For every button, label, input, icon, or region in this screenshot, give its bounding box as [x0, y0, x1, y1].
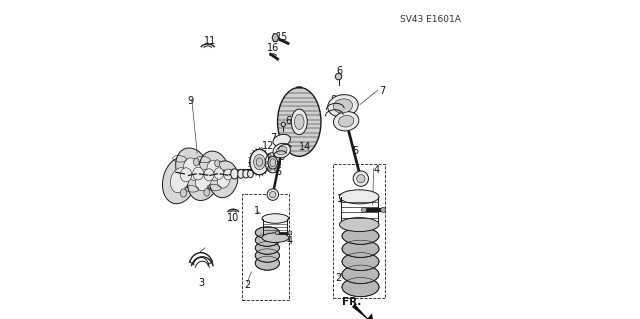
Ellipse shape — [262, 233, 289, 242]
Ellipse shape — [268, 156, 278, 169]
Ellipse shape — [333, 99, 353, 113]
Circle shape — [288, 231, 292, 235]
Ellipse shape — [339, 190, 379, 204]
Ellipse shape — [255, 234, 280, 246]
Ellipse shape — [209, 161, 238, 198]
Ellipse shape — [248, 170, 253, 178]
Text: 1: 1 — [254, 206, 260, 216]
Ellipse shape — [193, 158, 199, 166]
Ellipse shape — [276, 146, 287, 155]
Ellipse shape — [342, 228, 379, 244]
Circle shape — [269, 191, 276, 198]
Text: 14: 14 — [300, 142, 312, 152]
Ellipse shape — [255, 227, 280, 238]
Text: 6: 6 — [337, 66, 342, 76]
Ellipse shape — [262, 214, 289, 223]
Text: 7: 7 — [379, 86, 385, 96]
Ellipse shape — [188, 160, 220, 201]
Ellipse shape — [328, 95, 358, 117]
Text: 2: 2 — [335, 273, 342, 283]
Text: 11: 11 — [204, 36, 216, 46]
Text: 8: 8 — [278, 145, 284, 156]
Ellipse shape — [291, 109, 307, 135]
Ellipse shape — [204, 169, 214, 181]
Text: 6: 6 — [285, 115, 291, 126]
Circle shape — [281, 122, 285, 127]
Ellipse shape — [199, 151, 229, 190]
Ellipse shape — [342, 240, 379, 257]
Text: SV43 E1601A: SV43 E1601A — [400, 15, 461, 24]
Circle shape — [356, 174, 365, 183]
Ellipse shape — [342, 265, 379, 284]
Polygon shape — [353, 304, 372, 319]
Ellipse shape — [196, 170, 212, 191]
Ellipse shape — [255, 241, 280, 254]
Text: 10: 10 — [227, 212, 239, 223]
Ellipse shape — [342, 278, 379, 297]
Ellipse shape — [184, 158, 201, 180]
Circle shape — [266, 161, 268, 164]
Text: 8: 8 — [278, 152, 284, 162]
Ellipse shape — [273, 134, 291, 146]
Text: 15: 15 — [276, 32, 289, 42]
Ellipse shape — [180, 168, 192, 182]
Text: 4: 4 — [286, 236, 292, 246]
Ellipse shape — [278, 87, 321, 156]
Ellipse shape — [339, 115, 354, 127]
Ellipse shape — [175, 148, 209, 190]
Text: 8: 8 — [330, 94, 337, 105]
Ellipse shape — [333, 112, 359, 131]
Ellipse shape — [255, 249, 280, 262]
Ellipse shape — [253, 154, 265, 170]
Text: 8: 8 — [330, 102, 337, 112]
Text: 5: 5 — [275, 167, 282, 177]
Ellipse shape — [170, 168, 189, 193]
Ellipse shape — [339, 218, 379, 232]
Ellipse shape — [250, 149, 269, 175]
Text: 12: 12 — [262, 141, 275, 151]
Text: 3: 3 — [199, 278, 205, 288]
Text: 5: 5 — [353, 145, 359, 156]
Ellipse shape — [243, 170, 249, 178]
Text: 16: 16 — [267, 43, 279, 54]
Ellipse shape — [294, 114, 304, 130]
Ellipse shape — [217, 170, 230, 188]
Ellipse shape — [214, 168, 223, 179]
Ellipse shape — [207, 160, 221, 181]
Circle shape — [269, 169, 271, 171]
Circle shape — [362, 207, 367, 212]
Ellipse shape — [180, 189, 187, 197]
Circle shape — [275, 154, 277, 157]
Ellipse shape — [273, 143, 291, 158]
Ellipse shape — [223, 169, 232, 180]
Circle shape — [335, 73, 342, 80]
Text: 4: 4 — [374, 165, 380, 175]
Circle shape — [381, 207, 386, 212]
Ellipse shape — [342, 253, 379, 271]
Text: 1: 1 — [337, 194, 343, 204]
Ellipse shape — [265, 152, 280, 173]
Ellipse shape — [204, 189, 210, 196]
Circle shape — [353, 171, 369, 186]
Text: 13: 13 — [280, 136, 292, 146]
Ellipse shape — [163, 157, 197, 204]
Ellipse shape — [215, 160, 220, 167]
Circle shape — [275, 231, 279, 235]
Circle shape — [275, 169, 277, 171]
Text: 2: 2 — [244, 279, 251, 290]
Circle shape — [278, 161, 280, 164]
Text: FR.: FR. — [342, 297, 362, 308]
Text: 7: 7 — [271, 133, 277, 143]
Ellipse shape — [193, 167, 204, 180]
Ellipse shape — [255, 256, 280, 270]
Polygon shape — [272, 34, 278, 41]
Ellipse shape — [237, 169, 244, 178]
Circle shape — [267, 189, 278, 200]
Circle shape — [269, 154, 271, 157]
Text: 9: 9 — [188, 96, 194, 107]
Ellipse shape — [230, 169, 238, 179]
